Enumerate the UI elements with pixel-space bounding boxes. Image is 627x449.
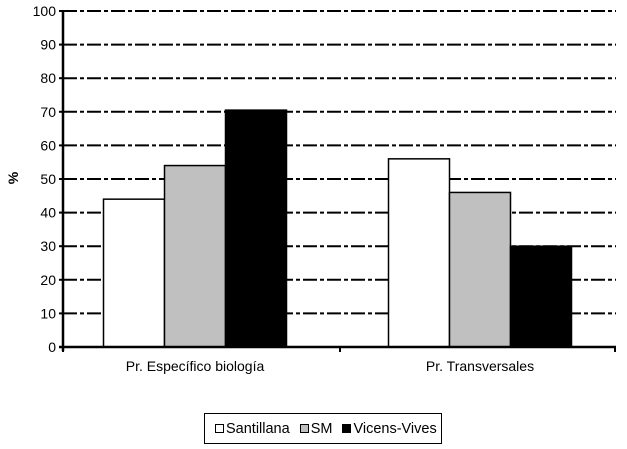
- y-tick-label: 20: [40, 272, 56, 288]
- y-tick-label: 10: [40, 305, 56, 321]
- y-tick-label: 30: [40, 238, 56, 254]
- y-tick-label: 100: [33, 3, 57, 19]
- legend-item-sm: SM: [299, 420, 333, 437]
- legend-label: SM: [310, 420, 333, 437]
- legend-swatch-sm: [299, 424, 309, 433]
- y-axis-ticks: 0 10 20 30 40 50 60 70 80 90 100: [33, 3, 63, 355]
- legend-swatch-vicens-vives: [342, 424, 352, 433]
- bar-sm: [163, 164, 227, 348]
- y-tick-label: 70: [40, 104, 56, 120]
- y-tick-label: 50: [40, 171, 56, 187]
- y-tick-label: 80: [40, 70, 56, 86]
- bar-santillana: [387, 158, 451, 348]
- bar-sm: [448, 191, 512, 348]
- legend: Santillana SM Vicens-Vives: [204, 413, 442, 444]
- y-axis-label: %: [5, 171, 21, 184]
- x-category-label: Pr. Transversales: [426, 358, 534, 374]
- bar-vicens-vives: [224, 109, 288, 348]
- legend-item-vicens-vives: Vicens-Vives: [342, 420, 437, 437]
- y-tick-label: 40: [40, 205, 56, 221]
- bar-santillana: [102, 198, 166, 348]
- y-tick-label: 0: [48, 339, 56, 355]
- legend-item-santillana: Santillana: [215, 421, 290, 437]
- x-category-label: Pr. Específico biología: [126, 358, 265, 374]
- bar-vicens-vives: [509, 245, 573, 348]
- x-axis-categories: Pr. Específico biología Pr. Transversales: [126, 358, 534, 374]
- legend-swatch-santillana: [215, 424, 224, 433]
- y-tick-label: 60: [40, 137, 56, 153]
- y-tick-label: 90: [40, 37, 56, 53]
- legend-label: Vicens-Vives: [353, 420, 437, 437]
- legend-label: Santillana: [226, 420, 290, 437]
- axes: [59, 10, 616, 352]
